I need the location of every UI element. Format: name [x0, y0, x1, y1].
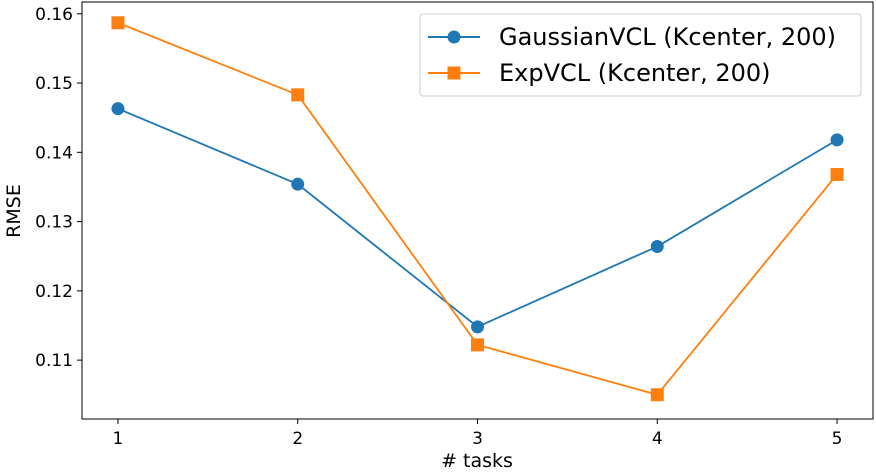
- x-tick-label: 1: [113, 429, 124, 449]
- series-layer: [111, 16, 844, 402]
- data-point-gaussianvcl: [291, 177, 305, 191]
- y-tick-label: 0.15: [35, 74, 73, 94]
- y-axis-ticks: 0.11 0.12 0.13 0.14 0.15 0.16: [35, 5, 82, 371]
- x-axis-label: # tasks: [441, 450, 513, 472]
- x-tick-label: 4: [652, 429, 663, 449]
- y-tick-label: 0.16: [35, 5, 73, 25]
- legend-marker-gaussianvcl: [447, 30, 461, 44]
- y-axis-label: RMSE: [3, 184, 25, 238]
- data-point-expvcl: [111, 16, 125, 30]
- series-line-gaussianvcl: [117, 107, 838, 328]
- data-point-expvcl: [830, 167, 844, 181]
- legend-box: [419, 13, 862, 97]
- legend-marker-expvcl: [447, 66, 461, 80]
- legend-label-gaussianvcl: GaussianVCL (Kcenter, 200): [499, 23, 836, 51]
- legend-label-expvcl: ExpVCL (Kcenter, 200): [499, 59, 771, 87]
- data-point-gaussianvcl: [830, 133, 844, 147]
- data-point-expvcl: [471, 338, 484, 352]
- data-point-expvcl: [650, 388, 664, 402]
- x-axis-ticks: 1 2 3 4 5: [113, 419, 843, 449]
- data-point-gaussianvcl: [650, 240, 664, 254]
- y-tick-label: 0.13: [35, 213, 73, 233]
- legend: GaussianVCL (Kcenter, 200) ExpVCL (Kcent…: [419, 13, 862, 97]
- data-point-expvcl: [291, 88, 305, 102]
- data-point-gaussianvcl: [111, 102, 125, 116]
- data-point-gaussianvcl: [471, 320, 484, 334]
- y-tick-label: 0.14: [35, 143, 73, 163]
- y-tick-label: 0.12: [35, 282, 73, 302]
- y-tick-label: 0.11: [35, 351, 73, 371]
- x-tick-label: 5: [832, 429, 843, 449]
- x-tick-label: 2: [292, 429, 303, 449]
- x-tick-label: 3: [472, 429, 483, 449]
